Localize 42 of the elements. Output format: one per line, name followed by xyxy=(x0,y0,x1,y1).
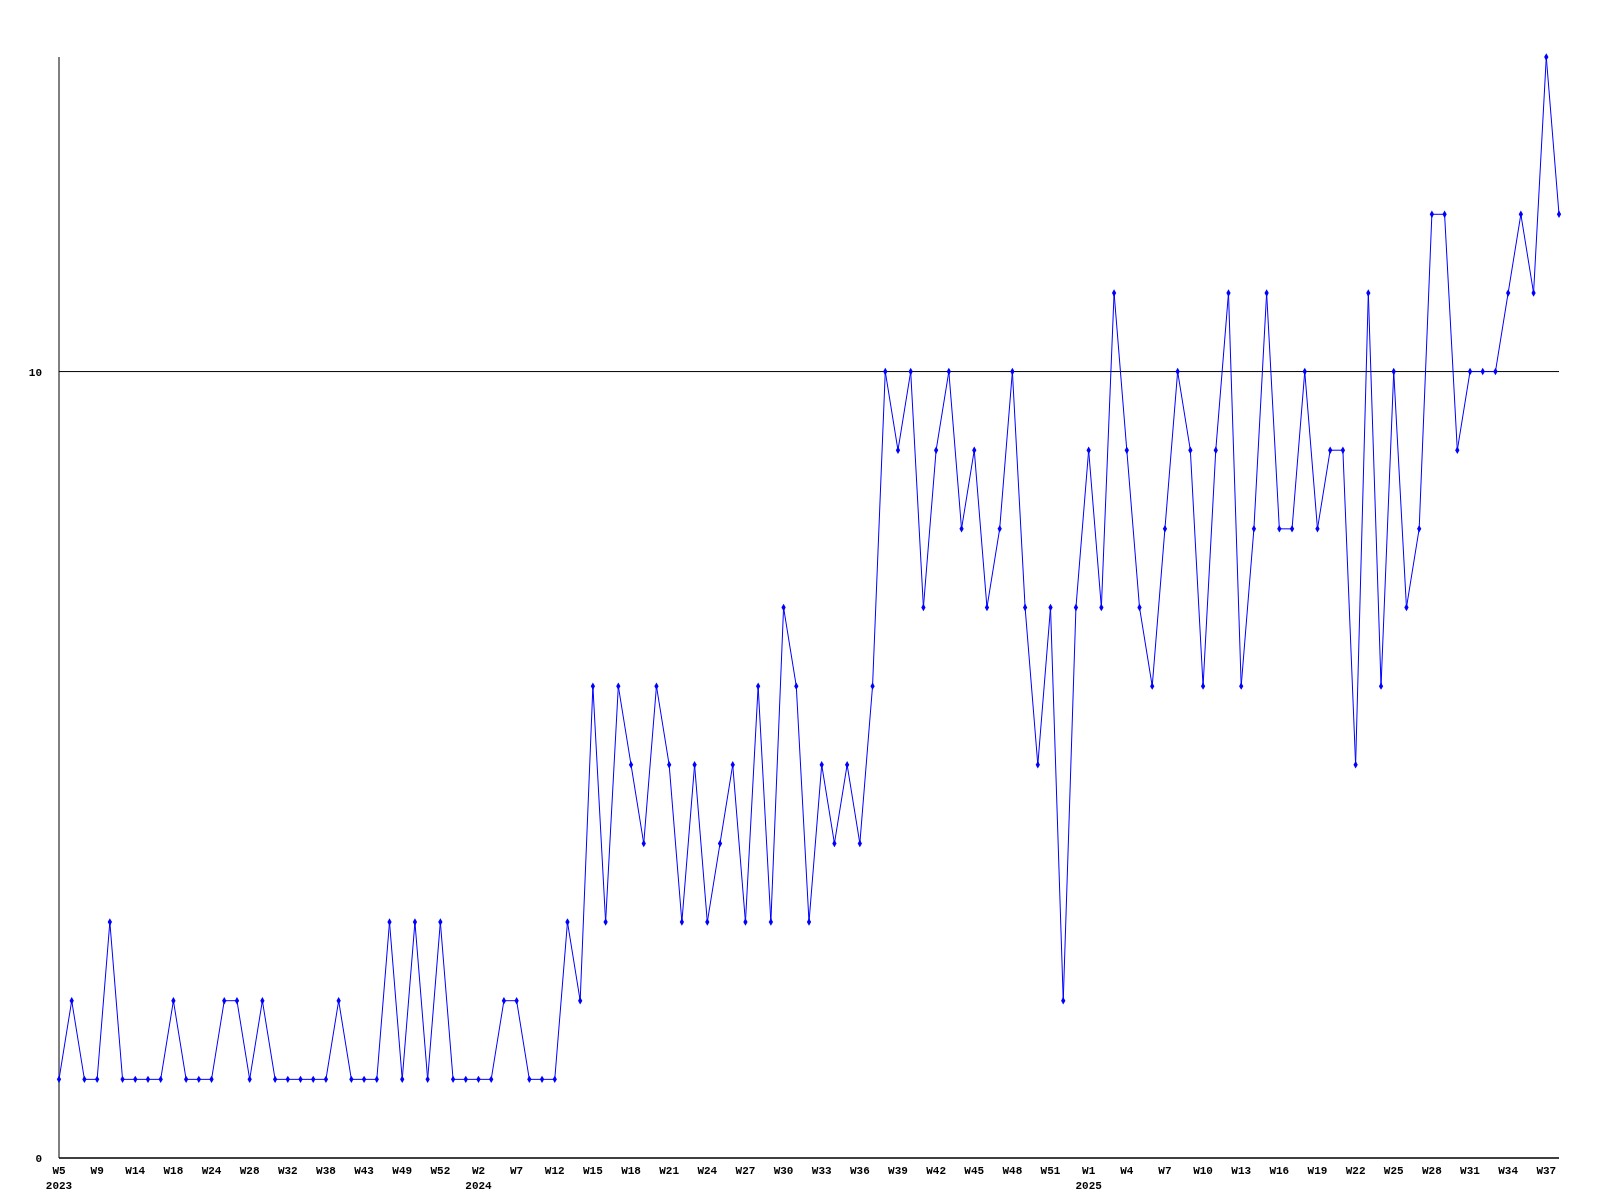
x-tick-label: W32 xyxy=(277,1165,298,1177)
y-tick-label: 10 xyxy=(28,366,42,379)
x-tick-label: W15 xyxy=(582,1165,604,1177)
x-tick-label: W16 xyxy=(1269,1165,1290,1177)
x-tick-label: W27 xyxy=(735,1165,756,1177)
x-tick-label: W39 xyxy=(888,1165,908,1177)
x-tick-label: W25 xyxy=(1383,1165,1405,1177)
x-tick-label: W28 xyxy=(239,1165,260,1177)
x-tick-label: W24 xyxy=(697,1165,718,1177)
x-tick-label: W48 xyxy=(1002,1165,1023,1177)
x-tick-label: W7 xyxy=(1158,1165,1172,1177)
x-tick-label: W43 xyxy=(354,1165,375,1177)
x-tick-label: W5 2023 xyxy=(45,1165,73,1192)
x-tick-label: W42 xyxy=(926,1165,947,1177)
x-tick-label: W49 xyxy=(392,1165,413,1177)
x-tick-label: W51 xyxy=(1040,1165,1061,1177)
x-tick-label: W13 xyxy=(1231,1165,1252,1177)
x-tick-label: W22 xyxy=(1345,1165,1366,1177)
x-tick-label: W24 xyxy=(201,1165,222,1177)
x-tick-label: W9 xyxy=(90,1165,104,1177)
x-tick-label: W38 xyxy=(316,1165,337,1177)
x-tick-label: W12 xyxy=(544,1165,565,1177)
x-tick-label: W28 xyxy=(1421,1165,1443,1177)
x-tick-label: W30 xyxy=(773,1165,794,1177)
x-tick-label: W18 xyxy=(163,1165,184,1177)
x-tick-label: W34 xyxy=(1498,1165,1519,1177)
x-tick-label: W52 xyxy=(430,1165,451,1177)
x-tick-label: W14 xyxy=(125,1165,146,1177)
x-tick-label: W18 xyxy=(621,1165,642,1177)
x-tick-label: W4 xyxy=(1120,1165,1134,1177)
x-tick-label: W19 xyxy=(1307,1165,1328,1177)
x-tick-label: W10 xyxy=(1193,1165,1213,1177)
x-tick-label: W2 2024 xyxy=(465,1165,493,1192)
x-tick-label: W21 xyxy=(659,1165,680,1177)
x-tick-label: W45 xyxy=(964,1165,985,1177)
y-tick-label: 0 xyxy=(35,1153,42,1165)
x-tick-label: W1 2025 xyxy=(1075,1165,1103,1192)
x-tick-label: W31 xyxy=(1460,1165,1481,1177)
x-tick-label: W33 xyxy=(811,1165,833,1177)
x-tick-label: W37 xyxy=(1536,1165,1557,1177)
x-tick-label: W7 xyxy=(510,1165,524,1177)
x-tick-label: W36 xyxy=(849,1165,870,1177)
